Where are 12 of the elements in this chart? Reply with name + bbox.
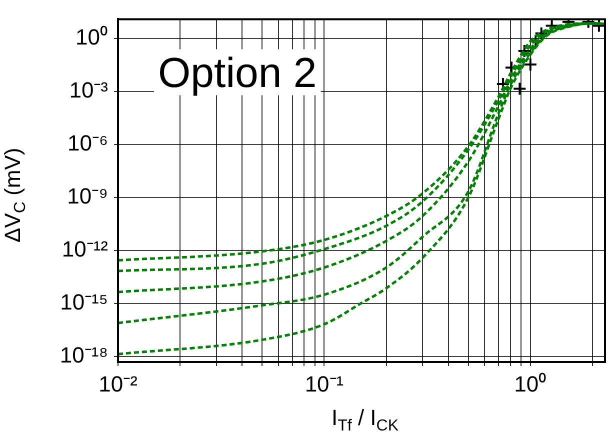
annotation: Option 2	[158, 49, 317, 96]
y-tick-label: 10⁻¹²	[62, 236, 108, 262]
y-tick-label: 10⁻⁶	[67, 130, 108, 156]
y-tick-label: 10⁻¹⁵	[60, 290, 108, 315]
y-tick-label: 10⁻¹⁸	[60, 342, 108, 368]
x-tick-label: 10⁻¹	[304, 371, 344, 396]
y-tick-label: 10⁰	[76, 24, 108, 50]
x-axis-title: I$_{Tf}$ / I$_{CK}$	[330, 405, 400, 436]
x-tick-label: 10⁰	[514, 371, 547, 396]
x-tick-label: 10⁻²	[98, 371, 138, 396]
y-tick-label: 10⁻⁹	[67, 184, 108, 209]
y-tick-label: 10⁻³	[69, 77, 108, 102]
